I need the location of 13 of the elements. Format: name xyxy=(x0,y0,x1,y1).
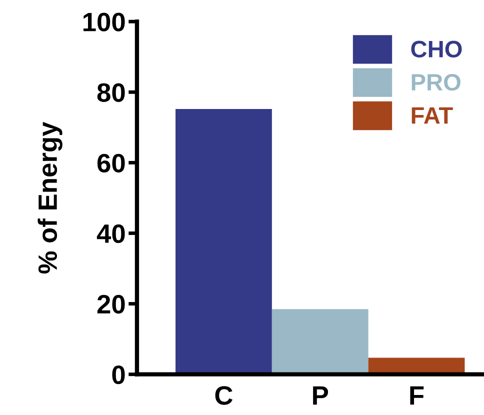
x-tick-label: C xyxy=(215,386,233,405)
legend-label: CHO xyxy=(411,40,462,58)
y-tick-label: 60 xyxy=(97,154,125,172)
y-tick-label: 40 xyxy=(96,224,125,244)
legend-label: PRO xyxy=(412,74,460,91)
x-tick-label: P xyxy=(313,386,328,405)
y-tick-label: 0 xyxy=(112,365,125,384)
x-tick-label: F xyxy=(410,386,424,405)
y-tick-label: 100 xyxy=(84,12,125,32)
y-axis-title: % of Energy xyxy=(38,122,62,274)
y-tick-label: 80 xyxy=(97,83,125,102)
legend-label: FAT xyxy=(412,107,453,124)
y-tick-label: 20 xyxy=(97,294,125,314)
